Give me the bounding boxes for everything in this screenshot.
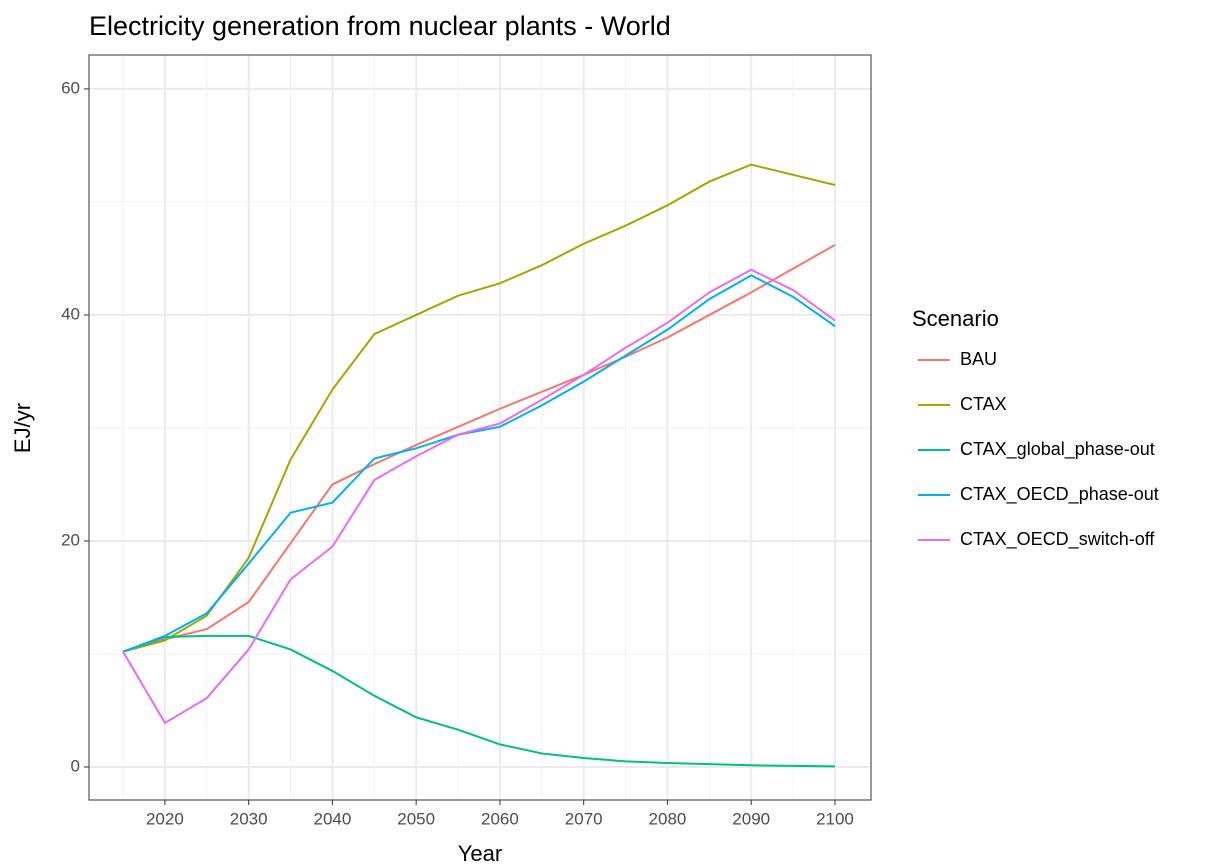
x-tick-label: 2080: [649, 809, 687, 828]
line: [122, 634, 835, 768]
y-tick-label: 0: [71, 756, 80, 775]
legend-label: CTAX_OECD_phase-out: [960, 484, 1159, 505]
x-tick-label: 2090: [732, 809, 770, 828]
legend-label: CTAX_global_phase-out: [960, 439, 1155, 460]
x-tick-label: 2030: [230, 809, 268, 828]
y-tick-label: 20: [61, 530, 80, 549]
y-tick-label: 60: [61, 78, 80, 97]
line: [122, 268, 836, 725]
legend-title: Scenario: [912, 306, 999, 331]
chart-title: Electricity generation from nuclear plan…: [89, 11, 671, 41]
line: [122, 243, 836, 653]
line: [122, 274, 836, 653]
x-tick-label: 2070: [565, 809, 603, 828]
y-axis-title: EJ/yr: [10, 403, 35, 453]
x-tick-label: 2020: [146, 809, 184, 828]
line: [122, 163, 836, 653]
x-tick-label: 2040: [313, 809, 351, 828]
x-tick-label: 2100: [816, 809, 854, 828]
legend-label: BAU: [960, 349, 997, 369]
legend-label: CTAX: [960, 394, 1007, 414]
x-tick-label: 2060: [481, 809, 519, 828]
x-tick-label: 2050: [397, 809, 435, 828]
plot-border: [88, 54, 872, 801]
legend-label: CTAX_OECD_switch-off: [960, 529, 1155, 550]
x-axis-title: Year: [458, 841, 502, 866]
y-tick-label: 40: [61, 304, 80, 323]
